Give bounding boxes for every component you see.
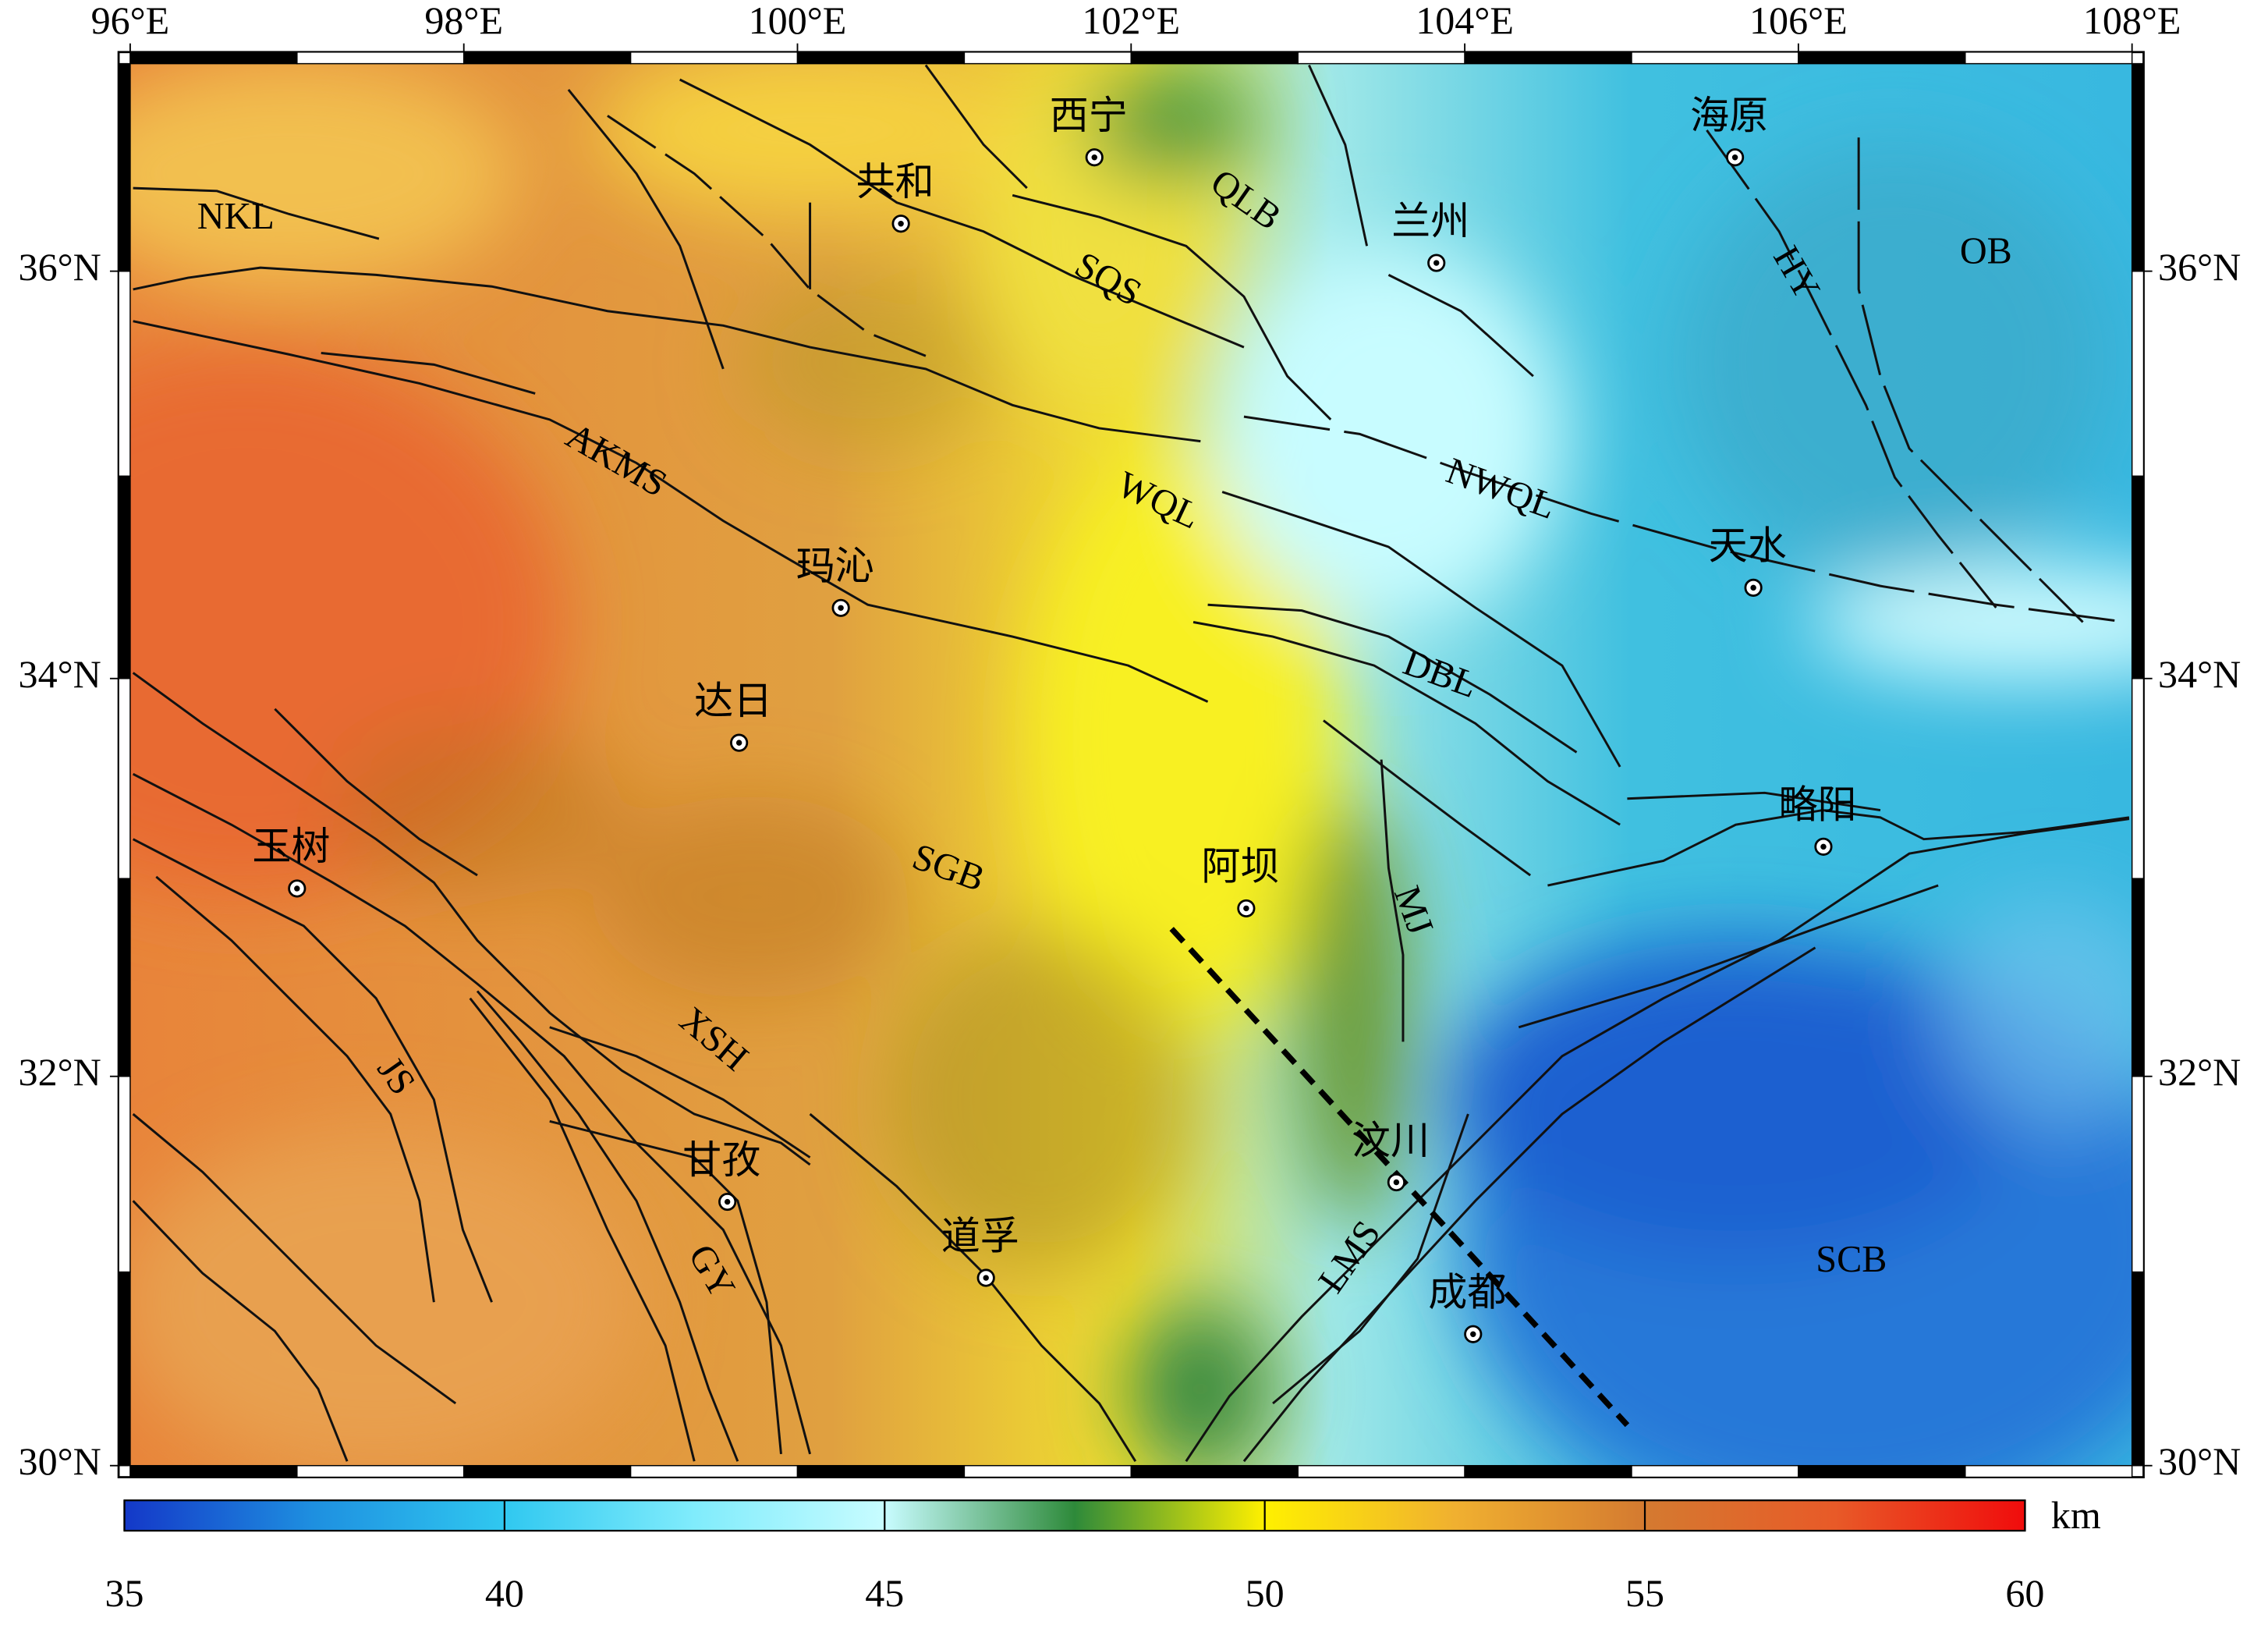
city-label: 玉树 — [252, 825, 330, 868]
frame-segment — [2131, 878, 2145, 1077]
frame-segment — [1631, 51, 1799, 65]
frame-segment — [1297, 51, 1465, 65]
frame-segment — [796, 51, 966, 65]
city-label: 阿坝 — [1201, 845, 1279, 889]
city-label: 兰州 — [1391, 199, 1469, 243]
frame-segment — [2131, 1271, 2145, 1467]
city-marker-dot — [898, 221, 904, 227]
faults — [132, 64, 2130, 1463]
lon-tick-label: 100°E — [749, 0, 847, 42]
city-marker-dot — [1393, 1179, 1400, 1186]
lat-tick-label: 30°N — [19, 1439, 101, 1483]
lat-tick-label: 30°N — [2158, 1439, 2241, 1483]
city-marker-dot — [294, 885, 300, 892]
frame-segment — [1965, 1464, 2133, 1478]
city-label: 汶川 — [1352, 1119, 1430, 1162]
frame-segment — [963, 51, 1132, 65]
city-label: 海原 — [1690, 94, 1768, 137]
frame-segment — [118, 678, 131, 879]
lat-tick-label: 32°N — [19, 1050, 101, 1094]
frame-segment — [118, 1271, 131, 1467]
frame-segment — [296, 51, 465, 65]
frame-segment — [118, 270, 131, 477]
frame-segment — [118, 878, 131, 1077]
frame-segment — [629, 1464, 799, 1478]
city-marker-dot — [724, 1198, 731, 1205]
city-marker-dot — [1750, 584, 1756, 591]
lat-tick-label: 36°N — [2158, 245, 2241, 289]
frame-segment — [1631, 1464, 1799, 1478]
lon-tick-label: 108°E — [2083, 0, 2181, 42]
city-marker-dot — [1820, 843, 1827, 850]
frame-segment — [1798, 51, 1966, 65]
frame-segment — [296, 1464, 465, 1478]
city-marker-dot — [1243, 905, 1249, 912]
city-marker-dot — [838, 605, 844, 612]
frame-segment — [1130, 51, 1299, 65]
colorbar-unit: km — [2051, 1493, 2101, 1537]
city-marker-dot — [1470, 1331, 1476, 1337]
frame-segment — [1464, 1464, 1632, 1478]
city-marker-dot — [1433, 260, 1440, 266]
lat-tick-label: 34°N — [2158, 652, 2241, 696]
frame-segment — [462, 1464, 632, 1478]
frame-segment — [2131, 62, 2145, 272]
frame-segment — [2131, 1076, 2145, 1273]
frame-segment — [1464, 51, 1632, 65]
city-marker-dot — [735, 740, 742, 746]
frame-segment — [118, 475, 131, 679]
city-label: 共和 — [856, 160, 934, 204]
city-label: 略阳 — [1778, 783, 1856, 827]
frame-segment — [129, 1464, 298, 1478]
city-label: 西宁 — [1050, 94, 1128, 137]
colorbar-tick-label: 60 — [2005, 1571, 2044, 1615]
frame-segment — [1297, 1464, 1465, 1478]
colorbar-tick-label: 55 — [1625, 1571, 1664, 1615]
frame-segment — [2131, 678, 2145, 879]
city-label: 成都 — [1428, 1271, 1506, 1314]
city-label: 甘孜 — [682, 1138, 760, 1182]
lon-tick-label: 96°E — [91, 0, 170, 42]
lat-tick-label: 34°N — [19, 652, 101, 696]
frame-segment — [1965, 51, 2133, 65]
colorbar-tick-label: 45 — [865, 1571, 904, 1615]
fault-label: OB — [1960, 230, 2012, 271]
frame-segment — [118, 62, 131, 272]
frame-segment — [963, 1464, 1132, 1478]
city-label: 道孚 — [941, 1214, 1019, 1258]
city-marker-dot — [983, 1275, 989, 1281]
frame-segment — [462, 51, 632, 65]
colorbar — [123, 1499, 2026, 1532]
frame-segment — [1130, 1464, 1299, 1478]
lon-tick-label: 106°E — [1749, 0, 1848, 42]
city-marker-dot — [1731, 154, 1738, 161]
lon-tick-label: 98°E — [424, 0, 503, 42]
frame-segment — [629, 51, 799, 65]
lon-tick-label: 104°E — [1416, 0, 1514, 42]
city-label: 天水 — [1709, 524, 1787, 568]
city-label: 玛沁 — [796, 545, 874, 588]
city-marker-dot — [1091, 154, 1097, 161]
crust-thickness-field — [129, 63, 2132, 1466]
frame-segment — [129, 51, 298, 65]
colorbar-tick-label: 35 — [105, 1571, 144, 1615]
lon-tick-label: 102°E — [1082, 0, 1180, 42]
city-label: 达日 — [694, 679, 772, 722]
fault-label: NKL — [197, 196, 275, 237]
frame-segment — [1798, 1464, 1966, 1478]
frame-segment — [118, 1076, 131, 1273]
fault-label: SCB — [1816, 1239, 1887, 1280]
colorbar-tick-label: 40 — [485, 1571, 524, 1615]
colorbar-tick-label: 50 — [1246, 1571, 1285, 1615]
lat-tick-label: 32°N — [2158, 1050, 2241, 1094]
lat-tick-label: 36°N — [19, 245, 101, 289]
frame-segment — [2131, 475, 2145, 679]
frame-segment — [796, 1464, 966, 1478]
frame-segment — [2131, 270, 2145, 477]
